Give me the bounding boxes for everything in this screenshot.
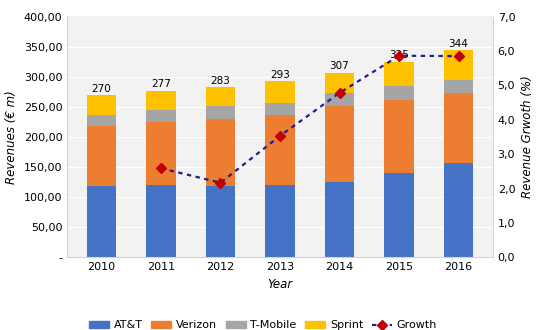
Bar: [146, 185, 176, 257]
Bar: [384, 173, 414, 257]
Bar: [325, 106, 354, 182]
Bar: [265, 103, 295, 115]
Bar: [265, 81, 295, 103]
Y-axis label: Revenue Grwoth (%): Revenue Grwoth (%): [521, 76, 534, 198]
Bar: [87, 95, 116, 115]
Bar: [444, 93, 473, 163]
Text: 277: 277: [151, 80, 171, 89]
Bar: [325, 182, 354, 257]
Bar: [146, 122, 176, 185]
X-axis label: Year: Year: [267, 278, 293, 291]
Bar: [384, 86, 414, 100]
Bar: [384, 100, 414, 173]
Bar: [265, 184, 295, 257]
Bar: [87, 115, 116, 125]
Bar: [146, 110, 176, 122]
Bar: [265, 115, 295, 184]
Bar: [206, 119, 235, 186]
Text: 307: 307: [330, 61, 349, 71]
Bar: [325, 93, 354, 106]
Bar: [206, 106, 235, 119]
Text: 344: 344: [449, 39, 469, 49]
Bar: [206, 87, 235, 106]
Legend: AT&T, Verizon, T-Mobile, Sprint, Growth: AT&T, Verizon, T-Mobile, Sprint, Growth: [85, 316, 441, 330]
Bar: [444, 80, 473, 93]
Bar: [87, 125, 116, 186]
Bar: [87, 186, 116, 257]
Y-axis label: Revenues (€ m): Revenues (€ m): [5, 90, 18, 184]
Text: 293: 293: [270, 70, 290, 80]
Text: 270: 270: [91, 83, 111, 94]
Bar: [206, 186, 235, 257]
Bar: [146, 90, 176, 110]
Bar: [444, 163, 473, 257]
Bar: [384, 62, 414, 86]
Bar: [444, 50, 473, 80]
Text: 283: 283: [211, 76, 230, 86]
Text: 325: 325: [389, 50, 409, 60]
Bar: [325, 73, 354, 93]
